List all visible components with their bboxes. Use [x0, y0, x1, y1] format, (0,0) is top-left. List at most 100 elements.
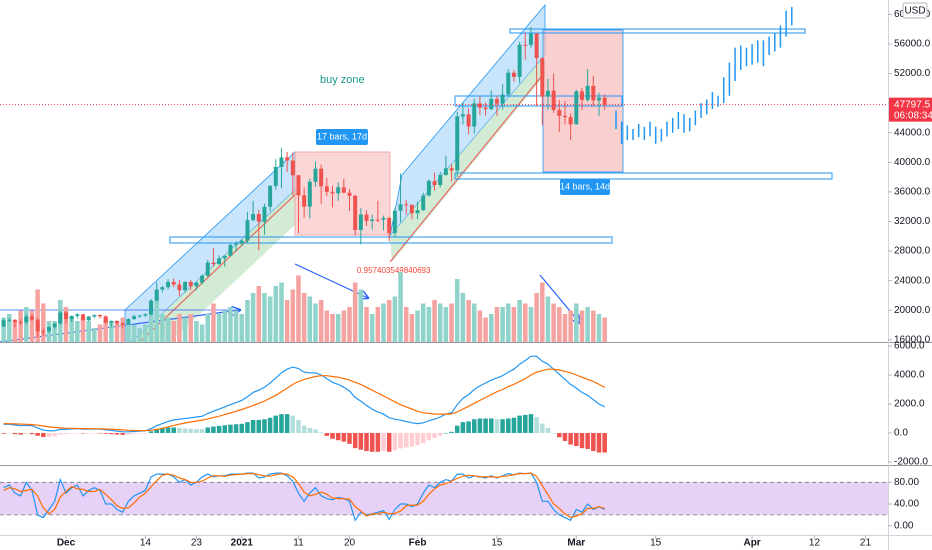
candle-body: [205, 262, 210, 276]
candle-body: [557, 110, 562, 116]
macd-histogram-bar: [216, 425, 222, 433]
candle-body: [426, 181, 431, 196]
volume-bar: [591, 310, 596, 342]
volume-bar: [352, 282, 358, 342]
macd-histogram-bar: [585, 432, 590, 449]
volume-bar: [466, 300, 471, 342]
volume-bar: [432, 300, 437, 342]
volume-bar: [511, 307, 517, 342]
volume-bar: [386, 300, 392, 342]
macd-histogram-bar: [109, 432, 114, 435]
candle-body: [160, 287, 165, 290]
stoch-band: [0, 482, 888, 515]
volume-bar: [69, 317, 74, 342]
volume-bar: [148, 310, 154, 342]
volume-bar: [177, 314, 182, 342]
price-pane: [0, 7, 888, 342]
candle-body: [285, 157, 290, 161]
volume-bar: [398, 272, 403, 342]
x-tick-label: Dec: [57, 538, 76, 549]
volume-bar: [233, 310, 239, 342]
macd-histogram-bar: [386, 432, 392, 452]
candle-body: [551, 90, 556, 111]
candle-body: [443, 168, 448, 175]
macd-histogram-bar: [375, 432, 381, 452]
macd-histogram-bar: [574, 432, 579, 447]
candle-body: [421, 195, 426, 211]
candle-body: [58, 312, 63, 324]
volume-bar: [211, 303, 216, 342]
macd-histogram-bar: [460, 422, 466, 433]
label-box: [316, 129, 368, 145]
macd-histogram-bar: [364, 432, 369, 452]
candle-body: [602, 97, 607, 105]
macd-histogram-bar: [137, 432, 142, 434]
volume-bar: [443, 307, 449, 342]
macd-histogram-bar: [511, 417, 517, 433]
macd-histogram-bar: [318, 432, 324, 433]
macd-histogram-bar: [562, 432, 568, 441]
candle-body: [591, 85, 596, 101]
countdown: 06:08:34: [894, 110, 932, 121]
volume-bar: [296, 275, 301, 342]
y-tick-label: 4000.0: [894, 370, 925, 381]
macd-histogram-bar: [182, 428, 188, 433]
macd-histogram-bar: [148, 431, 154, 433]
candle-body: [302, 195, 307, 207]
last-price-box: [889, 97, 932, 122]
candle-body: [562, 115, 567, 118]
y-tick-label: 40000.0: [894, 157, 931, 168]
x-tick-label: 12: [809, 538, 821, 549]
candle-body: [341, 187, 346, 193]
macd-histogram-bar: [591, 432, 596, 452]
volume-bar: [165, 317, 171, 342]
volume-bar: [199, 324, 205, 342]
candle-body: [319, 168, 324, 187]
volume-bar: [500, 307, 505, 342]
macd-histogram-bar: [279, 414, 284, 433]
candle-body: [381, 217, 386, 220]
candle-body: [415, 210, 420, 214]
macd-histogram-bar: [103, 432, 108, 434]
volume-bar: [540, 282, 545, 342]
volume-bar: [143, 324, 148, 342]
candle-body: [41, 331, 46, 333]
macd-histogram-bar: [381, 432, 386, 452]
macd-histogram-bar: [420, 432, 426, 444]
y-tick-label: 0.00: [894, 520, 914, 531]
candle-body: [585, 85, 590, 100]
macd-histogram-bar: [7, 432, 12, 434]
x-tick-label: 20: [344, 538, 356, 549]
macd-histogram-bar: [437, 432, 443, 436]
zone-box: [509, 28, 806, 34]
volume-bar: [279, 282, 284, 342]
macd-histogram-bar: [335, 432, 341, 441]
candle-body: [330, 191, 335, 194]
volume-bar: [420, 303, 426, 342]
candle-body: [472, 103, 477, 127]
macd-histogram-bar: [92, 432, 97, 434]
candle-body: [1, 320, 6, 327]
macd-histogram-bar: [154, 429, 159, 433]
volume-bar: [239, 314, 245, 342]
candle-body: [166, 281, 171, 288]
macd-histogram-bar: [523, 414, 528, 433]
macd-histogram-bar: [29, 432, 35, 435]
volume-bar: [228, 307, 233, 342]
macd-histogram-bar: [483, 418, 488, 433]
candle-body: [75, 314, 80, 316]
volume-bar: [494, 307, 500, 342]
volume-bar: [523, 303, 528, 342]
volume-bar: [364, 307, 369, 342]
macd-histogram-bar: [477, 418, 483, 433]
candle-body: [86, 316, 91, 321]
macd-histogram-bar: [97, 432, 103, 434]
candle-body: [109, 320, 114, 323]
candle-body: [528, 33, 533, 45]
candle-body: [52, 323, 57, 328]
arrow: [539, 274, 580, 323]
macd-histogram-bar: [171, 427, 177, 433]
x-tick-label: 15: [491, 538, 503, 549]
candle-body: [132, 316, 137, 320]
